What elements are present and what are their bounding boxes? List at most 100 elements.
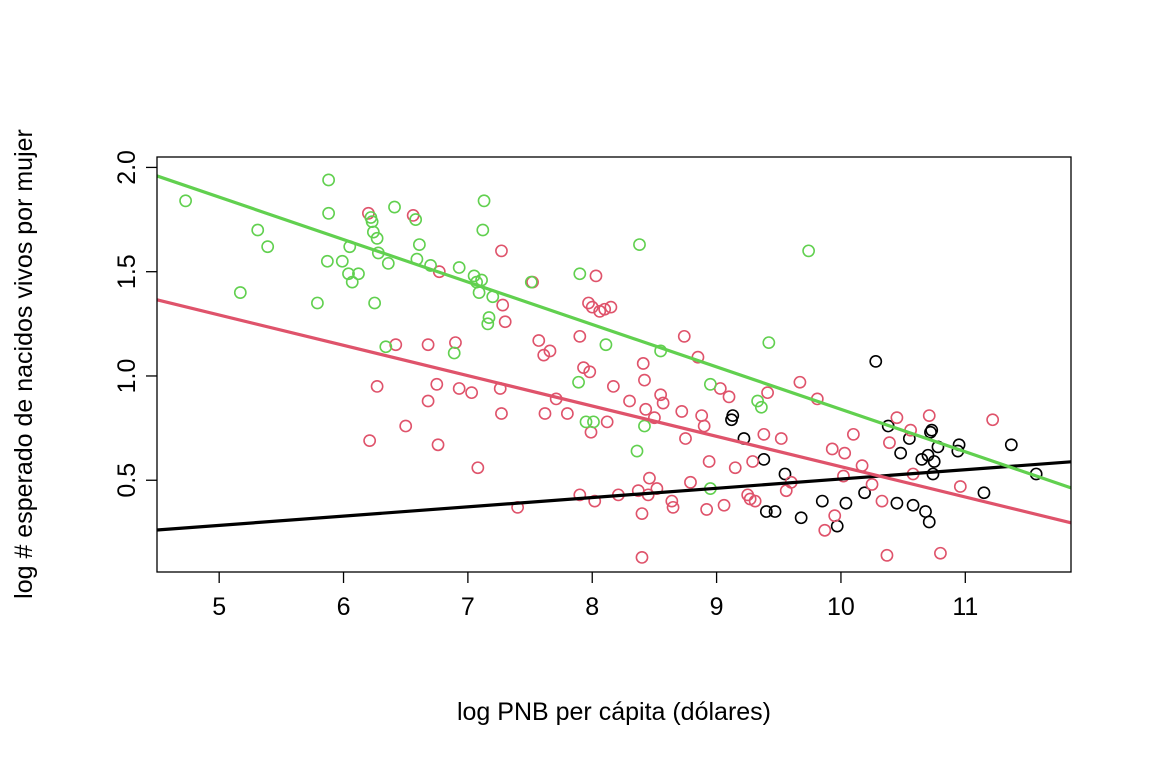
data-point: [476, 223, 490, 237]
data-point: [703, 377, 717, 391]
data-point: [449, 336, 462, 350]
data-point: [481, 317, 495, 331]
data-point: [837, 469, 850, 483]
data-point: [754, 400, 768, 414]
data-point: [728, 461, 742, 475]
data-point: [934, 546, 947, 560]
data-point: [648, 411, 661, 425]
data-point: [919, 505, 932, 518]
data-point: [702, 455, 716, 468]
data-point: [599, 338, 613, 352]
data-point: [986, 413, 1000, 427]
x-tick-label: 9: [710, 593, 724, 621]
data-point: [717, 498, 731, 512]
data-point: [311, 296, 324, 310]
data-point: [452, 382, 466, 395]
data-point: [638, 373, 651, 387]
data-point: [925, 423, 939, 437]
data-point: [560, 407, 574, 420]
data-point: [880, 548, 894, 562]
data-point: [573, 267, 587, 281]
data-point: [588, 494, 602, 508]
data-point: [233, 286, 247, 299]
data-point: [695, 409, 709, 422]
plot-frame: [156, 156, 1072, 573]
data-point: [412, 238, 426, 251]
x-tick-label: 7: [461, 593, 475, 621]
data-point: [573, 329, 587, 343]
data-point: [839, 496, 853, 510]
data-point: [584, 425, 598, 439]
data-point: [606, 379, 620, 393]
data-point: [761, 386, 774, 400]
data-point: [953, 480, 967, 493]
y-tick-label: 0.5: [113, 463, 141, 498]
data-points: [179, 173, 1043, 564]
fit-line: [156, 460, 1072, 532]
data-point: [482, 311, 496, 324]
data-point: [335, 254, 349, 268]
data-point: [722, 390, 736, 404]
x-tick-label: 10: [827, 593, 855, 621]
data-point: [477, 194, 491, 208]
data-point: [633, 238, 646, 251]
data-point: [815, 494, 829, 508]
data-point: [573, 488, 587, 502]
data-point: [677, 329, 691, 343]
data-point: [802, 244, 816, 258]
data-point: [757, 427, 771, 441]
axis-ticks: 5 6 7 8 9 10 11 0.5 1.0 1.5 2.0: [113, 150, 978, 621]
data-point: [585, 300, 599, 314]
data-point: [630, 444, 644, 458]
data-point: [875, 494, 889, 508]
data-point: [865, 478, 879, 491]
data-point: [370, 379, 384, 393]
x-axis-title: log PNB per cápita (dólares): [457, 698, 771, 726]
data-point: [906, 498, 920, 512]
data-point: [1004, 438, 1018, 452]
data-point: [762, 336, 776, 350]
data-point: [890, 411, 904, 425]
data-point: [654, 388, 668, 402]
data-point: [894, 446, 908, 460]
data-point: [589, 269, 603, 283]
data-point: [543, 344, 557, 358]
data-point: [635, 507, 649, 521]
data-point: [869, 354, 883, 368]
data-point: [496, 298, 510, 312]
data-point: [639, 402, 653, 416]
data-point: [858, 486, 871, 500]
fit-line: [156, 298, 1072, 525]
data-point: [697, 419, 711, 433]
data-point: [600, 415, 614, 429]
data-point: [779, 484, 793, 498]
data-point: [345, 275, 359, 289]
data-point: [675, 405, 689, 418]
data-point: [679, 432, 692, 445]
data-point: [467, 269, 481, 283]
data-point: [774, 432, 788, 445]
data-point: [582, 296, 595, 310]
data-point: [636, 357, 650, 370]
data-point: [757, 452, 771, 466]
data-point: [778, 467, 792, 481]
y-tick-label: 1.0: [113, 359, 141, 394]
data-point: [726, 409, 740, 422]
data-point: [643, 471, 656, 485]
data-point: [363, 434, 377, 448]
y-axis-title: log # esperado de nacidos vivos por muje…: [10, 129, 38, 599]
data-point: [379, 340, 393, 354]
data-point: [381, 256, 395, 270]
data-point: [623, 394, 636, 408]
data-point: [828, 509, 842, 523]
data-point: [465, 386, 479, 400]
data-point: [746, 455, 760, 468]
data-point: [261, 240, 275, 254]
data-point: [399, 419, 413, 433]
data-point: [495, 244, 508, 258]
data-point: [883, 436, 896, 450]
data-point: [890, 496, 904, 510]
data-point: [524, 275, 538, 289]
data-point: [927, 455, 941, 468]
